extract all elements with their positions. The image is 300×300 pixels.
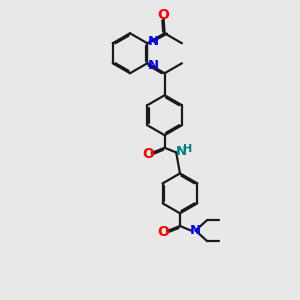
Text: H: H <box>182 144 192 154</box>
Text: N: N <box>148 59 159 72</box>
Text: O: O <box>158 8 169 22</box>
Text: N: N <box>175 145 186 158</box>
Text: O: O <box>142 147 154 161</box>
Text: O: O <box>157 225 169 239</box>
Text: N: N <box>190 224 201 237</box>
Text: N: N <box>148 35 159 48</box>
